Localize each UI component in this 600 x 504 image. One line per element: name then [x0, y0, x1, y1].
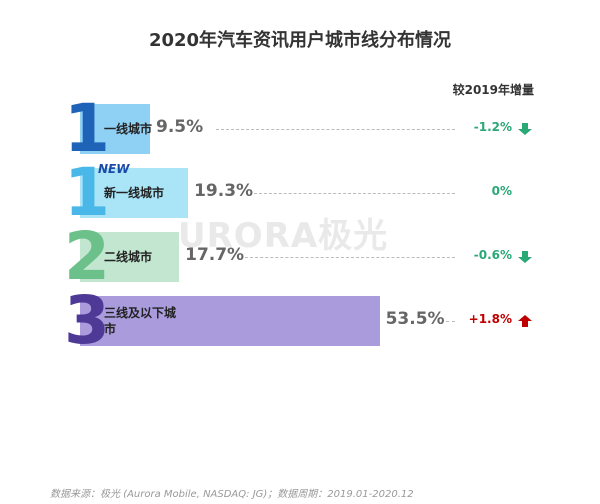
watermark-logo: URORA极光	[178, 216, 389, 256]
chart-row: 2 二线城市 17.7% -0.6%	[0, 224, 600, 290]
chart-row: 1 NEW 新一线城市 19.3% 0%	[0, 160, 600, 226]
bar-1	[80, 104, 150, 154]
value-label: 19.3%	[194, 181, 254, 201]
tier-number: 3	[64, 282, 110, 359]
change-label: -0.6%	[473, 248, 512, 262]
category-label: 新一线城市	[104, 186, 165, 200]
chart-title: 2020年汽车资讯用户城市线分布情况	[148, 30, 452, 51]
tier-number: 1	[64, 154, 110, 231]
bar-3	[80, 232, 180, 282]
arrow-down-icon	[518, 251, 532, 263]
chart-row: 3 三线及以下城市 53.5% +1.8%	[0, 288, 600, 354]
chart-row: 1 一线城市 9.5% -1.2%	[0, 96, 600, 162]
category-label: 二线城市	[104, 250, 153, 264]
leader-line	[245, 257, 455, 258]
change-label: +1.8%	[468, 312, 512, 326]
change-label: -1.2%	[473, 120, 512, 134]
value-label: 17.7%	[185, 245, 245, 265]
arrow-down-icon	[518, 123, 532, 135]
value-label: 53.5%	[385, 309, 445, 329]
bar-2	[80, 168, 189, 218]
value-label: 9.5%	[156, 117, 204, 137]
change-label: 0%	[491, 184, 512, 198]
leader-line	[254, 193, 455, 194]
source-footnote: 数据来源：极光 (Aurora Mobile, NASDAQ: JG)；数据周期…	[50, 489, 414, 500]
arrow-up-icon	[518, 315, 532, 327]
new-badge: NEW	[98, 162, 130, 176]
category-label: 一线城市	[104, 122, 153, 136]
tier-number: 1	[64, 90, 110, 167]
bar-4	[80, 296, 380, 346]
leader-line	[216, 129, 455, 130]
tier-number: 2	[64, 218, 110, 295]
leader-line	[445, 321, 455, 322]
change-header: 较2019年增量	[452, 83, 534, 97]
category-label: 三线及以下城市	[104, 306, 177, 336]
